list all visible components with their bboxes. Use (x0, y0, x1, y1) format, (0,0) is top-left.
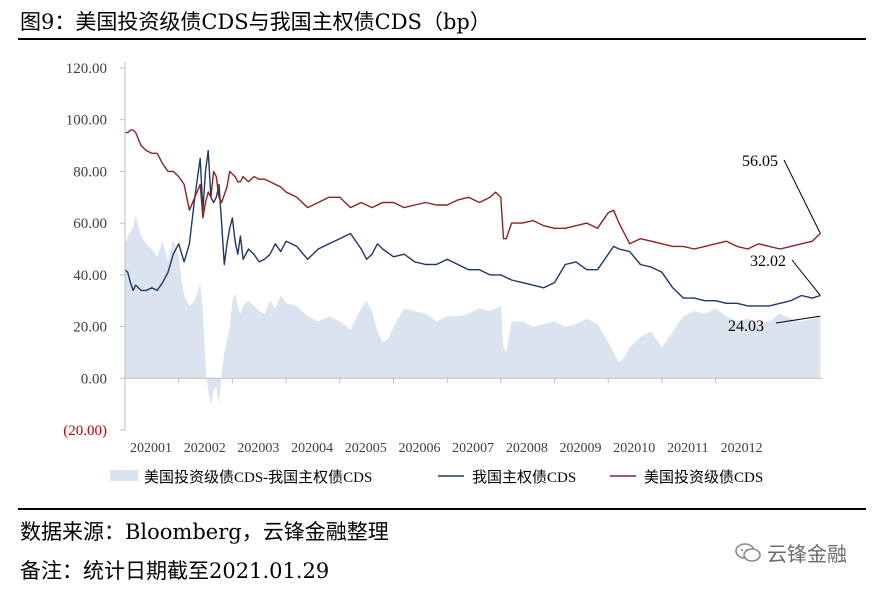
x-tick-label: 202008 (506, 441, 548, 456)
x-tick-label: 202012 (721, 441, 763, 456)
x-tick-label: 202007 (452, 441, 494, 456)
x-tick-label: 202004 (291, 441, 333, 456)
y-tick-label: 60.00 (73, 216, 107, 232)
legend-label: 美国投资级债CDS-我国主权债CDS (144, 469, 372, 486)
x-tick-label: 202009 (560, 441, 602, 456)
chart-title: 图9：美国投资级债CDS与我国主权债CDS（bp） (20, 10, 491, 34)
end-value-label: 24.03 (728, 318, 764, 335)
series-line-2 (125, 129, 821, 250)
series-area-spread (125, 215, 821, 405)
x-tick-label: 202006 (398, 441, 440, 456)
series-line-1 (124, 150, 821, 307)
y-tick-label: 20.00 (73, 320, 107, 336)
x-tick-label: 202011 (667, 441, 708, 456)
title-rule (18, 38, 866, 40)
end-value-label: 32.02 (750, 253, 786, 270)
data-source: 数据来源：Bloomberg，云锋金融整理 (20, 520, 389, 544)
end-value-leader (791, 259, 821, 296)
x-tick-label: 202010 (613, 441, 655, 456)
y-tick-label: 100.00 (66, 113, 107, 129)
y-tick-label: 0.00 (81, 371, 107, 387)
x-tick-label: 202005 (345, 441, 387, 456)
end-value-label: 56.05 (742, 153, 778, 170)
cds-chart: 120.00 100.00 80.00 60.00 40.00 20.00 0.00 (20.… (63, 61, 823, 486)
date-note: 备注：统计日期截至2021.01.29 (20, 559, 330, 583)
end-value-leader (783, 159, 821, 234)
chat-bubble-icon (735, 542, 761, 562)
watermark: 云锋金融 (735, 538, 847, 567)
source-rule (18, 508, 866, 510)
end-value-leader (775, 315, 821, 324)
x-tick-label: 202002 (184, 441, 226, 456)
legend-swatch (110, 470, 138, 481)
y-tick-label: 40.00 (73, 268, 107, 284)
y-tick-label: 120.00 (66, 61, 107, 77)
legend-label: 美国投资级债CDS (644, 469, 763, 486)
legend-label: 我国主权债CDS (472, 469, 576, 486)
x-tick-label: 202001 (130, 441, 172, 456)
watermark-text: 云锋金融 (767, 542, 847, 566)
y-tick-label: 80.00 (73, 164, 107, 180)
x-tick-label: 202003 (237, 441, 279, 456)
y-tick-label: (20.00) (63, 423, 107, 439)
